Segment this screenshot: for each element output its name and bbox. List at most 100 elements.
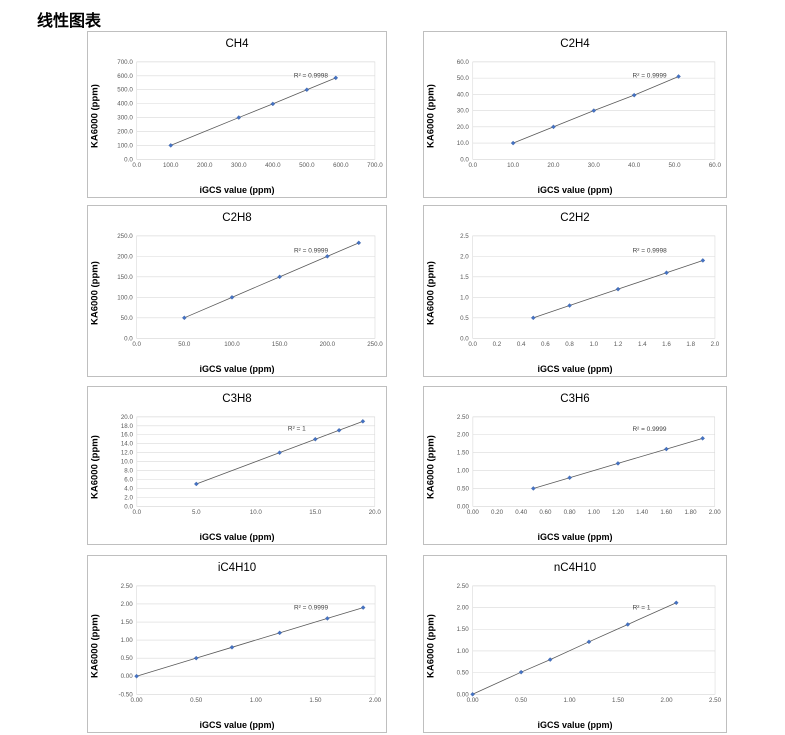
- svg-text:14.0: 14.0: [121, 441, 134, 448]
- svg-text:400.0: 400.0: [117, 101, 133, 108]
- svg-text:700.0: 700.0: [117, 59, 133, 66]
- svg-text:0.50: 0.50: [457, 485, 470, 492]
- svg-text:R² = 1: R² = 1: [288, 426, 306, 433]
- svg-text:2.00: 2.00: [457, 432, 470, 439]
- svg-text:250.0: 250.0: [367, 341, 383, 348]
- svg-text:15.0: 15.0: [309, 509, 322, 516]
- svg-text:10.0: 10.0: [121, 459, 134, 466]
- svg-text:600.0: 600.0: [117, 73, 133, 80]
- svg-text:1.00: 1.00: [457, 648, 470, 655]
- svg-text:1.60: 1.60: [660, 509, 673, 516]
- svg-text:1.00: 1.00: [564, 697, 577, 704]
- svg-text:1.8: 1.8: [686, 341, 695, 348]
- svg-text:20.0: 20.0: [121, 414, 134, 421]
- svg-text:5.0: 5.0: [192, 509, 201, 516]
- svg-text:10.0: 10.0: [250, 509, 263, 516]
- svg-text:0.60: 0.60: [539, 509, 552, 516]
- svg-text:0.00: 0.00: [467, 509, 480, 516]
- svg-text:0.40: 0.40: [515, 509, 528, 516]
- svg-text:0.5: 0.5: [460, 315, 469, 322]
- svg-text:2.50: 2.50: [457, 583, 470, 590]
- svg-text:R² = 0.9999: R² = 0.9999: [294, 605, 329, 612]
- svg-text:300.0: 300.0: [231, 162, 247, 169]
- svg-text:R² = 0.9999: R² = 0.9999: [633, 72, 667, 79]
- svg-text:700.0: 700.0: [367, 162, 383, 169]
- svg-text:1.50: 1.50: [457, 626, 470, 633]
- svg-text:12.0: 12.0: [121, 450, 134, 457]
- svg-text:100.0: 100.0: [163, 162, 179, 169]
- svg-text:0.00: 0.00: [121, 673, 134, 680]
- svg-text:1.2: 1.2: [614, 341, 623, 348]
- svg-text:6.0: 6.0: [124, 476, 133, 483]
- svg-text:100.0: 100.0: [224, 341, 240, 348]
- svg-text:40.0: 40.0: [628, 162, 641, 169]
- svg-text:R² = 0.9999: R² = 0.9999: [294, 247, 329, 254]
- svg-text:1.20: 1.20: [612, 509, 625, 516]
- svg-text:40.0: 40.0: [457, 91, 470, 98]
- svg-text:2.50: 2.50: [457, 414, 470, 421]
- svg-text:2.0: 2.0: [460, 253, 469, 260]
- svg-text:1.00: 1.00: [588, 509, 601, 516]
- svg-text:1.50: 1.50: [457, 450, 470, 457]
- svg-text:1.50: 1.50: [612, 697, 625, 704]
- svg-text:20.0: 20.0: [547, 162, 560, 169]
- svg-text:30.0: 30.0: [457, 108, 470, 115]
- svg-text:1.80: 1.80: [685, 509, 698, 516]
- svg-text:20.0: 20.0: [457, 124, 470, 131]
- svg-text:0.8: 0.8: [565, 341, 574, 348]
- svg-text:600.0: 600.0: [333, 162, 349, 169]
- svg-text:0.0: 0.0: [132, 341, 141, 348]
- svg-text:0.00: 0.00: [131, 697, 144, 704]
- svg-text:2.0: 2.0: [124, 494, 133, 501]
- svg-text:50.0: 50.0: [668, 162, 681, 169]
- svg-text:1.0: 1.0: [590, 341, 599, 348]
- svg-text:400.0: 400.0: [265, 162, 281, 169]
- svg-text:0.6: 0.6: [541, 341, 550, 348]
- svg-text:200.0: 200.0: [117, 128, 133, 135]
- svg-text:500.0: 500.0: [299, 162, 315, 169]
- svg-text:2.00: 2.00: [121, 601, 134, 608]
- svg-text:0.50: 0.50: [121, 655, 134, 662]
- svg-text:1.6: 1.6: [662, 341, 671, 348]
- svg-text:4.0: 4.0: [124, 485, 133, 492]
- svg-text:1.5: 1.5: [460, 274, 469, 281]
- svg-text:100.0: 100.0: [117, 294, 133, 301]
- svg-text:0.50: 0.50: [515, 697, 528, 704]
- svg-text:200.0: 200.0: [320, 341, 336, 348]
- svg-text:2.5: 2.5: [460, 233, 469, 240]
- svg-text:500.0: 500.0: [117, 87, 133, 94]
- svg-text:60.0: 60.0: [457, 59, 470, 66]
- svg-text:100.0: 100.0: [117, 142, 133, 149]
- svg-text:1.00: 1.00: [457, 468, 470, 475]
- svg-text:0.0: 0.0: [468, 162, 477, 169]
- svg-text:50.0: 50.0: [121, 315, 134, 322]
- svg-text:200.0: 200.0: [197, 162, 213, 169]
- svg-text:60.0: 60.0: [709, 162, 722, 169]
- svg-text:10.0: 10.0: [507, 162, 520, 169]
- svg-text:0.20: 0.20: [491, 509, 504, 516]
- svg-text:50.0: 50.0: [457, 75, 470, 82]
- svg-text:150.0: 150.0: [272, 341, 288, 348]
- svg-text:1.0: 1.0: [460, 294, 469, 301]
- svg-text:16.0: 16.0: [121, 432, 134, 439]
- svg-text:1.00: 1.00: [250, 697, 263, 704]
- svg-text:2.00: 2.00: [369, 697, 382, 704]
- svg-text:10.0: 10.0: [457, 140, 470, 147]
- svg-text:1.4: 1.4: [638, 341, 647, 348]
- svg-text:300.0: 300.0: [117, 115, 133, 122]
- svg-text:8.0: 8.0: [124, 468, 133, 475]
- svg-text:18.0: 18.0: [121, 423, 134, 430]
- svg-text:R² = 0.9998: R² = 0.9998: [294, 72, 328, 79]
- svg-text:0.0: 0.0: [132, 162, 141, 169]
- svg-text:0.4: 0.4: [517, 341, 526, 348]
- svg-text:0.50: 0.50: [190, 697, 203, 704]
- svg-text:0.50: 0.50: [457, 670, 470, 677]
- svg-text:0.0: 0.0: [133, 509, 142, 516]
- svg-text:2.00: 2.00: [457, 605, 470, 612]
- svg-text:1.00: 1.00: [121, 637, 134, 644]
- svg-text:30.0: 30.0: [588, 162, 601, 169]
- svg-text:200.0: 200.0: [117, 253, 133, 260]
- svg-text:2.50: 2.50: [709, 697, 722, 704]
- svg-text:R² = 0.9998: R² = 0.9998: [633, 247, 668, 254]
- svg-text:1.40: 1.40: [636, 509, 649, 516]
